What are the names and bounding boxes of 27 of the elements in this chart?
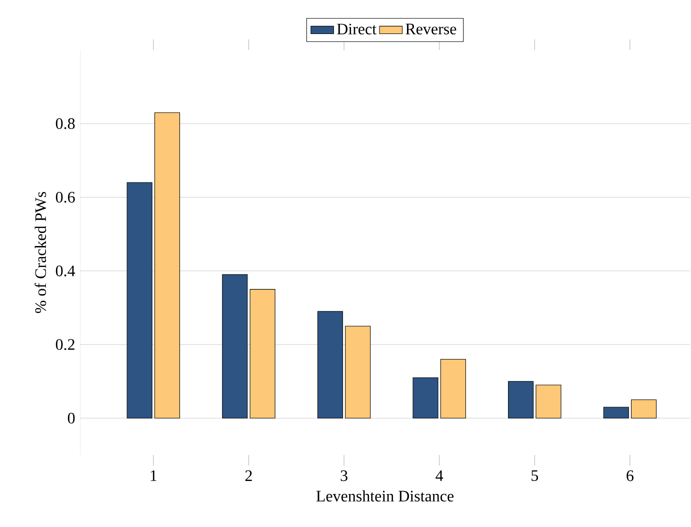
- bar: [508, 381, 534, 418]
- x-tick-label: 6: [626, 470, 634, 482]
- x-tick-label: 3: [340, 470, 348, 482]
- y-tick-label: 0.2: [56, 339, 74, 350]
- x-tick-label: 5: [532, 470, 538, 481]
- y-tick-label: 0: [68, 412, 75, 424]
- bar: [412, 377, 438, 418]
- legend-label: Direct: [337, 24, 376, 34]
- y-tick-label: 0.4: [56, 265, 76, 276]
- y-axis-title: % of Cracked PWs: [34, 192, 46, 314]
- bar: [250, 289, 276, 418]
- bar: [126, 182, 152, 418]
- bar: [317, 311, 343, 418]
- x-tick-label: 1: [150, 470, 156, 481]
- y-tick-label: 0.8: [56, 118, 75, 130]
- bar: [440, 358, 466, 418]
- x-tick-label: 4: [436, 470, 444, 481]
- x-axis-title: Levenshtein Distance: [316, 490, 454, 502]
- bar: [603, 406, 629, 418]
- y-tick-label: 0.6: [56, 192, 75, 203]
- bar: [345, 326, 371, 418]
- x-tick-label: 2: [245, 470, 252, 481]
- bar: [631, 399, 657, 418]
- bar: [536, 384, 562, 418]
- bar: [154, 112, 180, 418]
- bar: [222, 274, 248, 418]
- legend-label: Reverse: [406, 24, 456, 34]
